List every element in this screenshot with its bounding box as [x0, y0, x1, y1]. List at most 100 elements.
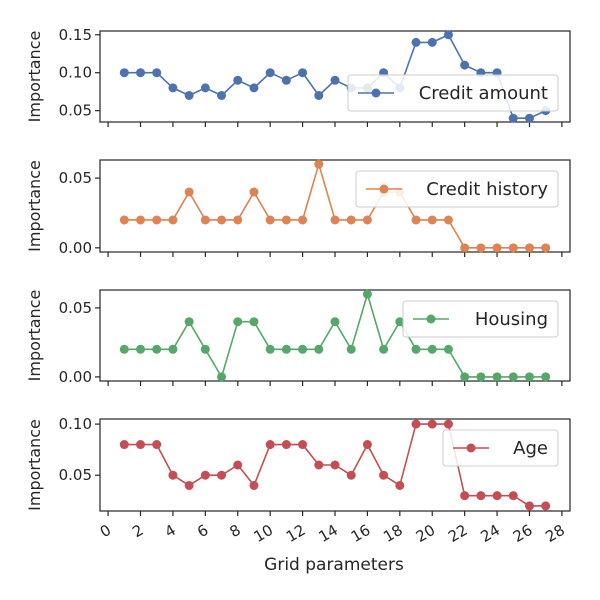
data-point [184, 480, 194, 490]
xtick-label: 8 [226, 521, 243, 541]
data-point [330, 215, 340, 225]
data-point [395, 317, 405, 327]
data-point [168, 470, 178, 480]
data-point [508, 243, 518, 253]
legend-marker [466, 443, 476, 453]
data-point [217, 90, 227, 100]
data-point [184, 187, 194, 197]
data-point [249, 317, 259, 327]
data-point [281, 215, 291, 225]
xtick-label: 4 [162, 521, 179, 541]
data-point [330, 317, 340, 327]
panel-3-ytick-label: 0.00 [59, 368, 92, 386]
data-point [152, 68, 162, 78]
xtick-label: 22 [445, 521, 471, 546]
data-point [281, 344, 291, 354]
data-point [492, 372, 502, 382]
xtick-label: 2 [129, 521, 146, 541]
data-point [330, 75, 340, 85]
xtick-label: 12 [283, 521, 309, 546]
data-point [411, 215, 421, 225]
data-point [508, 491, 518, 501]
data-point [119, 440, 129, 450]
data-point [427, 419, 437, 429]
data-point [541, 501, 551, 511]
legend-marker [426, 314, 436, 324]
data-point [281, 75, 291, 85]
data-point [346, 344, 356, 354]
xtick-label: 14 [315, 521, 341, 546]
data-point [119, 215, 129, 225]
data-point [314, 460, 324, 470]
data-point [379, 344, 389, 354]
data-point [443, 344, 453, 354]
panel-3-legend-box [402, 300, 559, 338]
data-point [476, 372, 486, 382]
data-point [152, 344, 162, 354]
xtick-label: 26 [510, 521, 536, 546]
data-point [233, 317, 243, 327]
data-point [460, 372, 470, 382]
panel-2-ytick-label: 0.00 [59, 239, 92, 257]
data-point [476, 243, 486, 253]
x-axis-label: Grid parameters [264, 555, 404, 575]
panel-4-legend-box [442, 429, 559, 467]
data-point [281, 440, 291, 450]
data-point [200, 470, 210, 480]
panel-3-y-axis-label: Importance [25, 290, 44, 382]
data-point [136, 68, 146, 78]
xtick-label: 6 [194, 521, 211, 541]
data-point [508, 372, 518, 382]
data-point [298, 440, 308, 450]
legend-marker [379, 184, 389, 194]
data-point [233, 215, 243, 225]
data-point [524, 113, 534, 123]
data-point [298, 68, 308, 78]
data-point [362, 440, 372, 450]
data-point [541, 243, 551, 253]
data-point [217, 215, 227, 225]
data-point [249, 83, 259, 93]
data-point [443, 419, 453, 429]
panel-4-y-axis-label: Importance [25, 419, 44, 511]
data-point [508, 113, 518, 123]
panel-1-ytick-label: 0.10 [59, 64, 92, 82]
panel-1-legend-box [347, 74, 559, 112]
data-point [152, 440, 162, 450]
data-point [443, 30, 453, 40]
data-point [184, 90, 194, 100]
panel-1-y-axis-label: Importance [25, 31, 44, 123]
data-point [200, 83, 210, 93]
data-point [233, 460, 243, 470]
data-point [265, 215, 275, 225]
data-point [541, 372, 551, 382]
xtick-label: 28 [542, 521, 568, 546]
data-point [265, 68, 275, 78]
xtick-label: 0 [97, 521, 114, 541]
panel-2-ytick-label: 0.05 [59, 169, 92, 187]
data-point [233, 75, 243, 85]
data-point [119, 68, 129, 78]
xtick-label: 18 [380, 521, 406, 546]
legend-entry: Housing [475, 309, 548, 330]
data-point [314, 90, 324, 100]
legend-entry: Credit history [426, 179, 548, 200]
data-point [298, 215, 308, 225]
data-point [152, 215, 162, 225]
data-point [346, 470, 356, 480]
data-point [427, 37, 437, 47]
data-point [476, 491, 486, 501]
data-point [136, 344, 146, 354]
data-point [249, 187, 259, 197]
data-point [411, 344, 421, 354]
data-point [460, 491, 470, 501]
xtick-label: 20 [413, 521, 439, 546]
data-point [314, 159, 324, 169]
data-point [411, 37, 421, 47]
panel-3-ytick-label: 0.05 [59, 299, 92, 317]
data-point [460, 243, 470, 253]
data-point [136, 440, 146, 450]
data-point [427, 215, 437, 225]
data-point [443, 215, 453, 225]
